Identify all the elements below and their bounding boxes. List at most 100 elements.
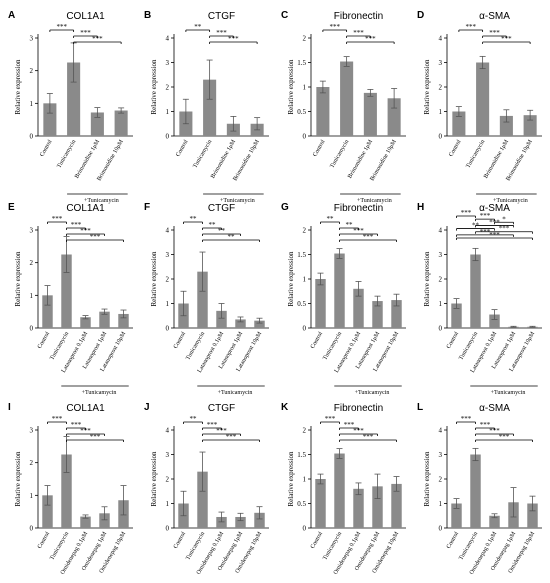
y-tick-label: 0 bbox=[439, 325, 443, 333]
category-label: Tunicamycin bbox=[185, 331, 206, 361]
significance-label: *** bbox=[365, 35, 376, 43]
panel-letter: B bbox=[144, 10, 151, 21]
panel-letter: A bbox=[8, 10, 15, 21]
y-tick-label: 1 bbox=[303, 84, 307, 92]
bar bbox=[470, 455, 480, 529]
y-tick-label: 2 bbox=[30, 459, 34, 467]
panel-l: Lα-SMARelative expression01234ControlTun… bbox=[417, 402, 542, 583]
category-label: Control bbox=[446, 531, 461, 550]
category-label: Tunicamycin bbox=[185, 531, 206, 561]
y-tick-label: 1 bbox=[30, 100, 34, 108]
significance-label: ** bbox=[346, 221, 354, 229]
significance-label: *** bbox=[52, 215, 63, 223]
significance-label: ** bbox=[190, 215, 198, 223]
category-label: Tunicamycin bbox=[49, 531, 70, 561]
category-label: Brimonidine 1μM bbox=[347, 138, 374, 179]
panel-title: Fibronectin bbox=[334, 203, 383, 214]
y-tick-label: 3 bbox=[439, 451, 443, 459]
significance-label: *** bbox=[226, 433, 237, 441]
y-tick-label: 3 bbox=[439, 59, 443, 67]
y-tick-label: 2 bbox=[303, 427, 307, 435]
y-tick-label: 1 bbox=[303, 476, 307, 484]
bar bbox=[340, 62, 353, 136]
category-label: Tunicamycin bbox=[329, 139, 350, 169]
panel-e: E COL1A1 Relative expression 0 1 2 3 ControlTun… bbox=[8, 202, 133, 396]
y-tick-label: 0 bbox=[30, 325, 34, 333]
y-axis-label: Relative expression bbox=[14, 59, 22, 115]
y-tick-label: 1.5 bbox=[297, 251, 306, 259]
significance-label: ** bbox=[472, 222, 480, 230]
significance-label: *** bbox=[489, 29, 500, 37]
category-label: Control bbox=[446, 331, 461, 350]
significance-label: *** bbox=[92, 35, 103, 43]
panel-title: CTGF bbox=[208, 203, 235, 214]
significance-label: ** bbox=[194, 23, 202, 31]
panel-k: K Fibronectin Relative expression 0 0.5 1 1.5 2… bbox=[281, 402, 406, 583]
significance-label: *** bbox=[499, 225, 510, 233]
category-label: Tunicamycin bbox=[322, 331, 343, 361]
panel-letter: K bbox=[281, 402, 289, 413]
y-tick-label: 3 bbox=[30, 227, 34, 235]
category-label: Tunicamycin bbox=[192, 139, 213, 169]
category-label: Brimonidine 1μM bbox=[74, 138, 101, 179]
y-tick-label: 2 bbox=[439, 276, 443, 284]
bar bbox=[364, 93, 377, 136]
y-tick-label: 3 bbox=[439, 251, 443, 259]
y-axis-label: Relative expression bbox=[150, 251, 158, 307]
significance-label: ** bbox=[228, 233, 236, 241]
panel-title: α-SMA bbox=[479, 403, 510, 414]
category-label: Brimonidine 10μM bbox=[232, 138, 261, 182]
significance-label: *** bbox=[330, 23, 341, 31]
category-label: Tunicamycin bbox=[322, 531, 343, 561]
category-label: Tunicamycin bbox=[56, 139, 77, 169]
y-tick-label: 2 bbox=[439, 476, 443, 484]
y-tick-label: 2 bbox=[166, 84, 170, 92]
y-tick-label: 0 bbox=[30, 133, 34, 141]
panel-title: CTGF bbox=[208, 403, 235, 414]
y-tick-label: 4 bbox=[166, 35, 170, 43]
panel-f: F CTGF Relative expression 0 1 2 3 4 ControlTuni… bbox=[144, 202, 269, 396]
panel-j: J CTGFRelative expression01234ControlTuni… bbox=[144, 402, 269, 583]
significance-label: *** bbox=[363, 433, 374, 441]
significance-label: *** bbox=[466, 23, 477, 31]
y-tick-label: 0 bbox=[439, 133, 443, 141]
bar bbox=[315, 279, 325, 328]
group-label: +Tunicamycin bbox=[218, 390, 253, 396]
panel-c: C FibronectinRelative expression00.511.52… bbox=[281, 10, 406, 204]
y-tick-label: 3 bbox=[166, 451, 170, 459]
category-label: Brimonidine 1μM bbox=[483, 138, 510, 179]
y-tick-label: 2 bbox=[166, 476, 170, 484]
y-tick-label: 1 bbox=[166, 108, 170, 116]
y-tick-label: 2 bbox=[303, 227, 307, 235]
significance-label: ** bbox=[190, 415, 198, 423]
category-label: Control bbox=[310, 331, 325, 350]
category-label: Control bbox=[173, 331, 188, 350]
significance-label: *** bbox=[52, 415, 63, 423]
y-tick-label: 0 bbox=[166, 525, 170, 533]
y-tick-label: 0.5 bbox=[297, 300, 306, 308]
panel-letter: G bbox=[281, 202, 289, 213]
significance-label: *** bbox=[353, 29, 364, 37]
y-tick-label: 3 bbox=[30, 35, 34, 43]
significance-label: *** bbox=[363, 233, 374, 241]
y-tick-label: 4 bbox=[439, 227, 443, 235]
bar bbox=[316, 87, 329, 136]
panel-h: Hα-SMARelative expression01234ControlTun… bbox=[417, 202, 542, 396]
y-axis-label: Relative expression bbox=[14, 451, 22, 507]
panel-letter: H bbox=[417, 202, 424, 213]
category-label: Tunicamycin bbox=[465, 139, 486, 169]
y-axis-label: Relative expression bbox=[423, 451, 431, 507]
y-tick-label: 1.5 bbox=[297, 59, 306, 67]
category-label: Tunicamycin bbox=[49, 331, 70, 361]
bar bbox=[334, 454, 344, 528]
group-label: +Tunicamycin bbox=[82, 390, 117, 396]
category-label: Control bbox=[37, 331, 52, 350]
significance-label: ** bbox=[218, 227, 226, 235]
y-axis-label: Relative expression bbox=[287, 251, 295, 307]
panel-d: Dα-SMARelative expression01234Control Tun… bbox=[417, 10, 542, 204]
significance-label: *** bbox=[90, 433, 101, 441]
significance-label: *** bbox=[90, 233, 101, 241]
panel-a: A COL1A1 Relative expression 0 1 2 3 Control Tun… bbox=[8, 10, 133, 204]
category-label: Brimonidine 10μM bbox=[96, 138, 125, 182]
